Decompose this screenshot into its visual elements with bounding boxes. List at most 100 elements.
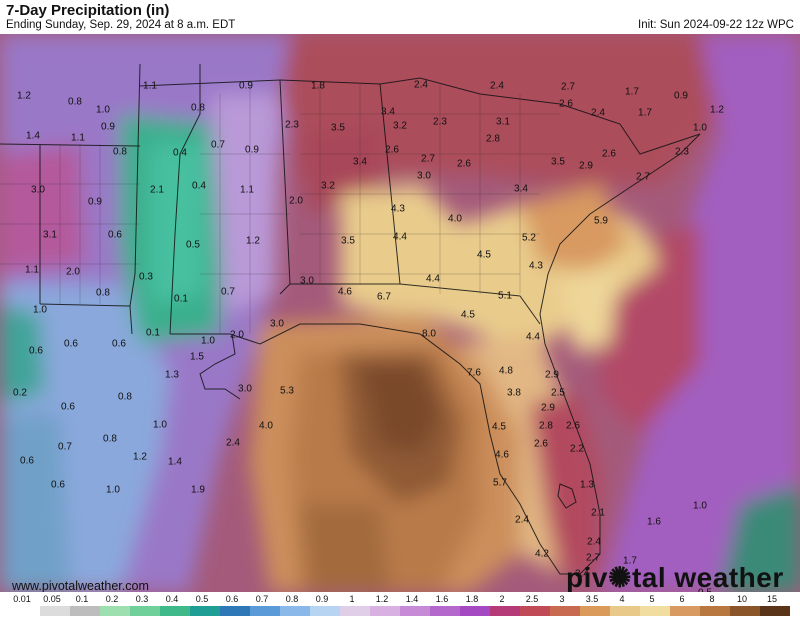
scale-tick-label: 0.6 bbox=[225, 594, 239, 604]
precip-value-label: 4.3 bbox=[391, 203, 405, 215]
precip-value-label: 3.0 bbox=[417, 170, 431, 182]
brand-left: piv bbox=[566, 562, 608, 592]
precip-value-label: 0.7 bbox=[58, 441, 72, 453]
precip-value-label: 2.6 bbox=[566, 420, 580, 432]
precip-value-label: 0.5 bbox=[698, 588, 712, 593]
precip-value-label: 3.1 bbox=[43, 229, 57, 241]
scale-tick-label: 3 bbox=[559, 594, 565, 604]
precip-value-label: 3.0 bbox=[300, 275, 314, 287]
precip-value-label: 4.0 bbox=[259, 420, 273, 432]
precip-value-label: 4.6 bbox=[338, 286, 352, 298]
precip-value-label: 2.1 bbox=[150, 184, 164, 196]
scale-tick-label: 15 bbox=[766, 594, 778, 604]
precip-value-label: 3.8 bbox=[507, 387, 521, 399]
precip-value-label: 1.0 bbox=[96, 104, 110, 116]
scale-tick-label: 1.4 bbox=[405, 594, 419, 604]
precip-value-label: 1.0 bbox=[693, 122, 707, 134]
scale-swatch bbox=[100, 606, 130, 616]
scale-tick-label: 0.01 bbox=[13, 594, 31, 604]
precip-value-label: 2.6 bbox=[559, 98, 573, 110]
precip-value-label: 1.3 bbox=[580, 479, 594, 491]
precip-value-label: 1.0 bbox=[106, 484, 120, 496]
scale-swatch bbox=[130, 606, 160, 616]
precip-value-label: 1.2 bbox=[246, 235, 260, 247]
precip-value-label: 1.7 bbox=[638, 107, 652, 119]
precip-value-label: 0.8 bbox=[113, 146, 127, 158]
precip-value-label: 3.0 bbox=[270, 318, 284, 330]
precip-value-label: 0.2 bbox=[13, 387, 27, 399]
precip-value-label: 0.4 bbox=[173, 147, 187, 159]
precip-value-label: 3.0 bbox=[31, 184, 45, 196]
precip-value-label: 2.0 bbox=[230, 329, 244, 341]
precip-value-label: 4.5 bbox=[477, 249, 491, 261]
precip-value-label: 1.2 bbox=[17, 90, 31, 102]
precip-value-label: 0.6 bbox=[20, 455, 34, 467]
scale-swatch bbox=[640, 606, 670, 616]
precip-value-label: 2.6 bbox=[457, 158, 471, 170]
scale-swatch bbox=[460, 606, 490, 616]
precip-value-label: 4.5 bbox=[492, 421, 506, 433]
precip-value-label: 0.8 bbox=[103, 433, 117, 445]
precip-value-label: 2.7 bbox=[421, 153, 435, 165]
precip-value-label: 3.4 bbox=[381, 106, 395, 118]
precip-value-label: 0.9 bbox=[674, 90, 688, 102]
precip-value-label: 5.2 bbox=[522, 232, 536, 244]
precip-value-label: 3.2 bbox=[393, 120, 407, 132]
precip-value-label: 2.7 bbox=[636, 171, 650, 183]
scale-swatch bbox=[310, 606, 340, 616]
scale-tick-label: 6 bbox=[679, 594, 685, 604]
scale-swatch bbox=[190, 606, 220, 616]
scale-swatch bbox=[400, 606, 430, 616]
precip-value-label: 1.2 bbox=[133, 451, 147, 463]
precip-value-label: 1.4 bbox=[26, 130, 40, 142]
precip-value-label: 3.4 bbox=[353, 156, 367, 168]
precip-value-label: 1.9 bbox=[191, 484, 205, 496]
precip-value-label: 2.4 bbox=[587, 536, 601, 548]
precip-value-label: 1.0 bbox=[201, 335, 215, 347]
precip-value-label: 1.3 bbox=[165, 369, 179, 381]
precip-value-label: 2.3 bbox=[675, 146, 689, 158]
precip-value-label: 5.9 bbox=[594, 215, 608, 227]
precip-value-label: 2.4 bbox=[226, 437, 240, 449]
brand-right: tal weather bbox=[631, 562, 784, 592]
precip-value-label: 4.6 bbox=[495, 449, 509, 461]
precip-value-label: 4.3 bbox=[529, 260, 543, 272]
scale-tick-label: 4 bbox=[619, 594, 625, 604]
precip-value-label: 1.0 bbox=[153, 419, 167, 431]
scale-swatch bbox=[370, 606, 400, 616]
precip-value-label: 0.6 bbox=[64, 338, 78, 350]
scale-swatch bbox=[280, 606, 310, 616]
precip-value-label: 8.0 bbox=[422, 328, 436, 340]
precip-value-label: 0.8 bbox=[191, 102, 205, 114]
precip-value-label: 2.4 bbox=[515, 514, 529, 526]
scale-tick-label: 1 bbox=[349, 594, 355, 604]
precip-value-label: 1.8 bbox=[311, 80, 325, 92]
precip-value-label: 4.4 bbox=[426, 273, 440, 285]
precip-value-label: 2.8 bbox=[486, 133, 500, 145]
precip-value-label: 3.5 bbox=[331, 122, 345, 134]
precip-value-label: 7.6 bbox=[467, 367, 481, 379]
precip-value-label: 2.0 bbox=[66, 266, 80, 278]
scale-swatch bbox=[490, 606, 520, 616]
precip-value-label: 0.6 bbox=[108, 229, 122, 241]
precip-value-label: 0.6 bbox=[61, 401, 75, 413]
scale-tick-label: 0.1 bbox=[75, 594, 89, 604]
precip-value-label: 4.4 bbox=[393, 231, 407, 243]
precip-value-label: 2.7 bbox=[586, 552, 600, 564]
scale-tick-label: 2 bbox=[499, 594, 505, 604]
scale-swatch bbox=[730, 606, 760, 616]
precip-value-label: 0.5 bbox=[186, 239, 200, 251]
precip-value-label: 1.1 bbox=[71, 132, 85, 144]
scale-tick-label: 0.8 bbox=[285, 594, 299, 604]
valid-time-subtitle: Ending Sunday, Sep. 29, 2024 at 8 a.m. E… bbox=[6, 19, 236, 31]
precip-value-label: 0.1 bbox=[146, 327, 160, 339]
precip-value-label: 0.9 bbox=[245, 144, 259, 156]
scale-tick-label: 1.2 bbox=[375, 594, 389, 604]
scale-tick-label: 0.7 bbox=[255, 594, 269, 604]
precip-value-label: 2.9 bbox=[579, 160, 593, 172]
scale-swatch bbox=[40, 606, 70, 616]
precip-value-label: 0.8 bbox=[96, 287, 110, 299]
scale-swatch bbox=[610, 606, 640, 616]
scale-swatch bbox=[670, 606, 700, 616]
precip-value-label: 5.3 bbox=[280, 385, 294, 397]
